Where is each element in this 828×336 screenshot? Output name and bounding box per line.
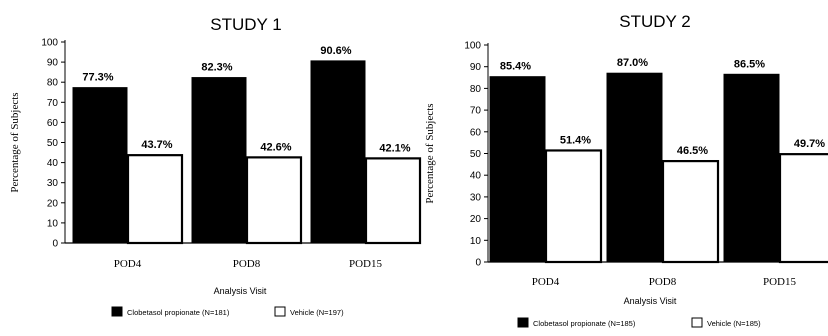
y-tick-label: 0: [52, 239, 58, 250]
bar-clobetasol: [723, 73, 780, 263]
bar-clobetasol: [310, 60, 366, 244]
y-tick-label: 30: [470, 192, 482, 203]
data-label: 42.6%: [260, 141, 291, 153]
x-axis-label: Analysis Visit: [624, 296, 677, 306]
legend-label: Vehicle (N=185): [707, 319, 761, 328]
y-tick-label: 0: [475, 258, 481, 269]
y-tick-label: 100: [464, 41, 481, 52]
x-category-label: POD4: [114, 258, 142, 270]
y-tick-label: 80: [47, 78, 59, 89]
y-tick-label: 60: [470, 127, 482, 138]
y-tick-label: 30: [47, 178, 59, 189]
y-axis-label: Percentage of Subjects: [9, 92, 21, 192]
bar-clobetasol: [489, 76, 546, 263]
y-tick-label: 90: [470, 62, 482, 73]
bar-vehicle: [364, 157, 422, 245]
y-tick-label: 50: [470, 149, 482, 160]
chart-title: STUDY 1: [210, 15, 282, 34]
y-tick-label: 70: [470, 106, 482, 117]
data-label: 85.4%: [500, 61, 531, 73]
x-category-label: POD8: [233, 258, 261, 270]
data-label: 51.4%: [560, 134, 591, 146]
data-label: 46.5%: [677, 145, 708, 157]
y-tick-label: 80: [470, 84, 482, 95]
bar-vehicle: [661, 159, 720, 264]
bar-vehicle: [778, 153, 828, 264]
y-tick-label: 90: [47, 58, 59, 69]
bar-vehicle: [126, 154, 184, 245]
data-label: 49.7%: [794, 138, 825, 150]
data-label: 42.1%: [379, 142, 410, 154]
y-tick-label: 40: [470, 171, 482, 182]
bar-clobetasol: [191, 77, 247, 244]
bar-clobetasol: [72, 87, 128, 244]
y-tick-label: 20: [470, 214, 482, 225]
x-category-label: POD8: [649, 276, 677, 288]
x-category-label: POD4: [532, 276, 560, 288]
legend-label: Clobetasol propionate (N=185): [533, 319, 636, 328]
legend-swatch-vehicle: [274, 306, 286, 317]
legend-swatch-clobetasol: [111, 306, 123, 317]
x-category-label: POD15: [763, 276, 797, 288]
y-tick-label: 20: [47, 198, 59, 209]
bar-clobetasol: [606, 72, 663, 263]
data-label: 87.0%: [617, 57, 648, 69]
bar-vehicle: [544, 149, 603, 264]
y-tick-label: 40: [47, 158, 59, 169]
x-category-label: POD15: [349, 258, 383, 270]
y-tick-label: 50: [47, 138, 59, 149]
y-tick-label: 100: [41, 38, 58, 49]
data-label: 77.3%: [82, 72, 113, 84]
chart-title: STUDY 2: [619, 12, 691, 31]
data-label: 43.7%: [141, 139, 172, 151]
data-label: 90.6%: [320, 45, 351, 57]
data-label: 82.3%: [201, 62, 232, 74]
legend-label: Vehicle (N=197): [290, 308, 344, 317]
y-tick-label: 10: [47, 218, 59, 229]
y-tick-label: 70: [47, 98, 59, 109]
y-tick-label: 10: [470, 236, 482, 247]
legend-swatch-vehicle: [691, 317, 703, 328]
y-tick-label: 60: [47, 118, 59, 129]
legend-label: Clobetasol propionate (N=181): [127, 308, 230, 317]
data-label: 86.5%: [734, 58, 765, 70]
legend-swatch-clobetasol: [517, 317, 529, 328]
bar-vehicle: [245, 156, 303, 245]
y-axis-label: Percentage of Subjects: [424, 103, 436, 203]
x-axis-label: Analysis Visit: [214, 286, 267, 296]
